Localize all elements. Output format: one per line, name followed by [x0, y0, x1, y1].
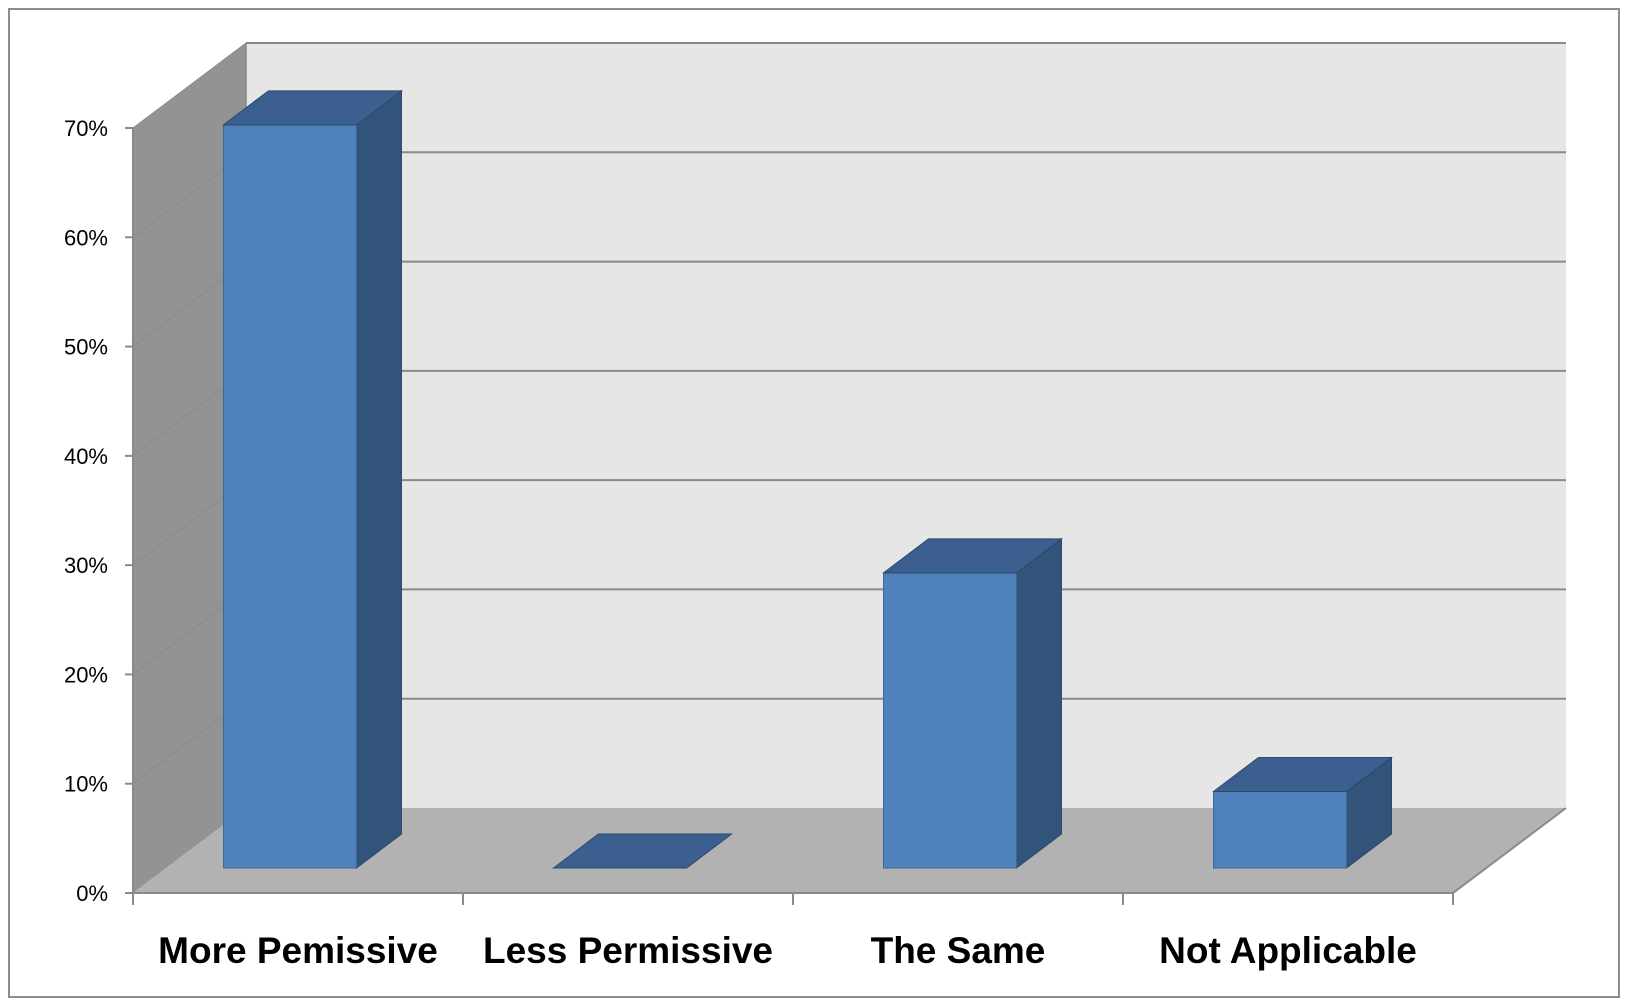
y-tick-label: 10% — [64, 772, 108, 797]
category-label: Not Applicable — [1159, 930, 1417, 971]
category-label: Less Permissive — [483, 930, 773, 971]
y-tick-label: 40% — [64, 444, 108, 469]
bar-top — [882, 538, 1063, 574]
y-tick-label: 70% — [64, 116, 108, 141]
floor-edge — [1452, 807, 1567, 894]
bar-side — [356, 89, 402, 870]
bar-top — [1212, 757, 1393, 792]
back-wall — [246, 43, 1566, 808]
y-tick-label: 0% — [76, 881, 108, 906]
y-tick-label: 20% — [64, 662, 108, 687]
category-label: The Same — [871, 930, 1046, 971]
bar — [883, 572, 1017, 869]
bar-top — [222, 90, 403, 126]
bar — [223, 124, 357, 869]
y-tick-label: 30% — [64, 553, 108, 578]
bar-side — [1016, 537, 1062, 870]
y-tick-label: 60% — [64, 225, 108, 250]
bar-top — [552, 833, 733, 869]
floor — [133, 808, 1566, 893]
bar — [1213, 791, 1347, 869]
category-label: More Pemissive — [158, 930, 438, 971]
side-wall — [133, 43, 246, 893]
y-tick-label: 50% — [64, 335, 108, 360]
gridline-depth — [132, 42, 247, 129]
